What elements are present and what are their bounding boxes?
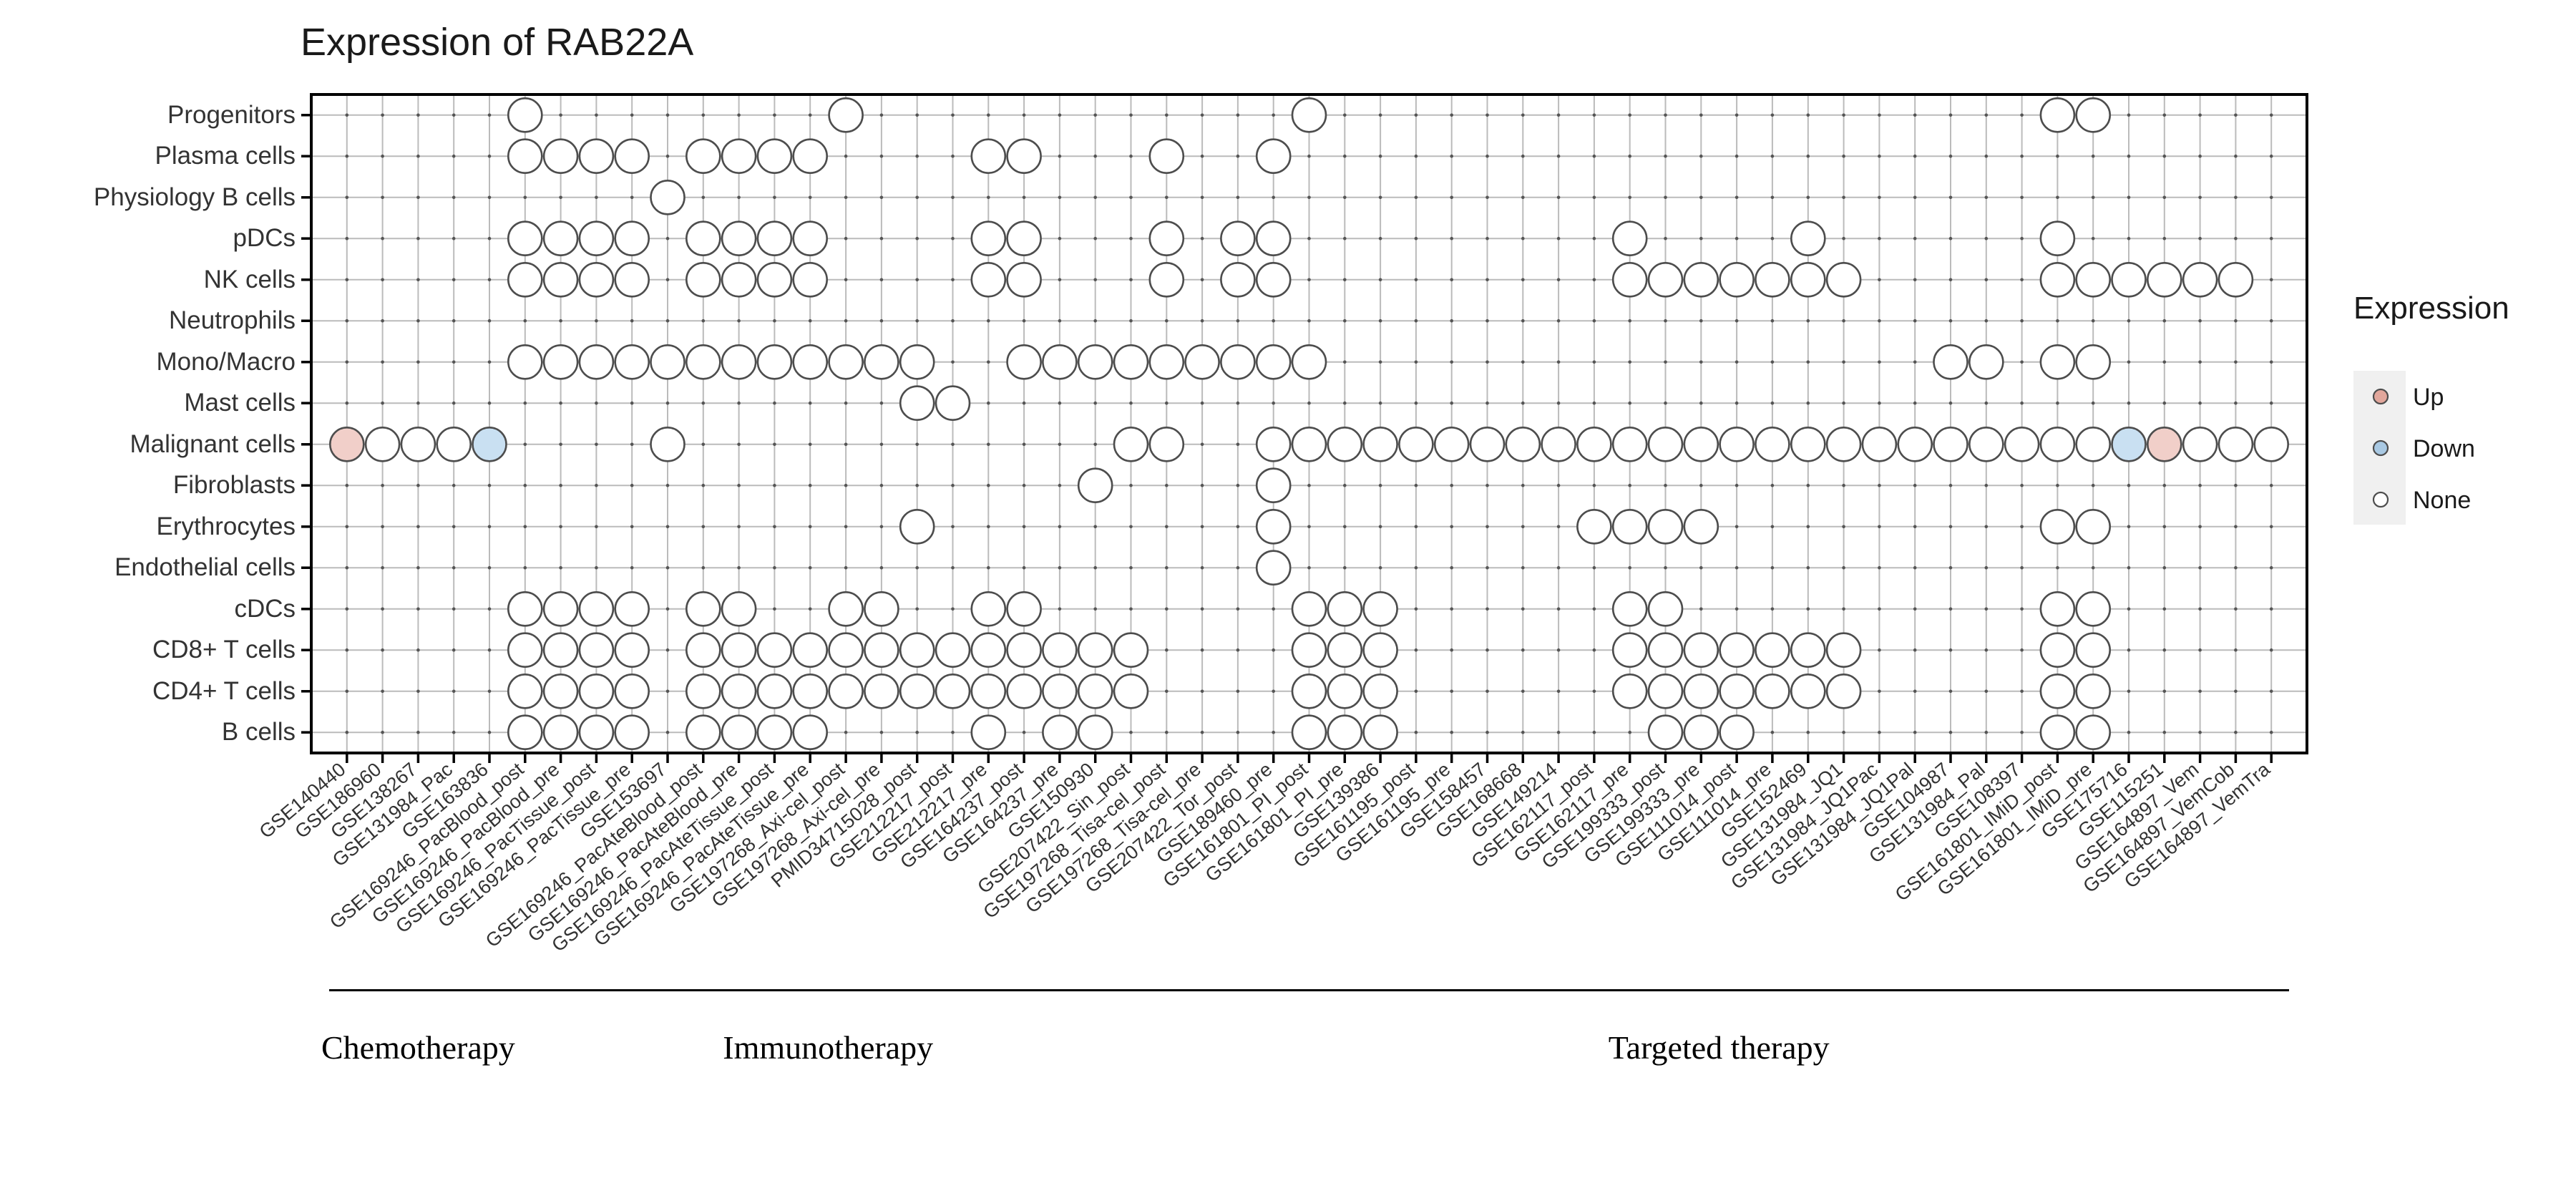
svg-text:None: None	[2413, 487, 2471, 514]
svg-text:Down: Down	[2413, 435, 2475, 462]
svg-text:Expression: Expression	[2353, 291, 2509, 326]
svg-text:Up: Up	[2413, 384, 2444, 411]
